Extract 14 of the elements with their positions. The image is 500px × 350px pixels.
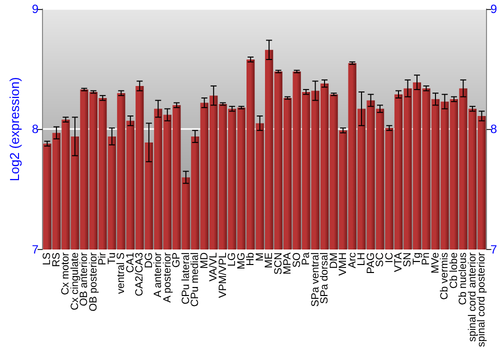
y2-tick-label: 9 — [490, 2, 498, 16]
x-tick-label: Pa — [300, 252, 312, 266]
y-axis-title: Log2 (expression) — [7, 77, 22, 182]
x-tick-label: Cx cingulate — [68, 252, 81, 310]
y-tick-label: 8 — [32, 122, 39, 136]
x-tick-label: VTA — [392, 252, 404, 272]
y-tick-label: 7 — [32, 242, 39, 256]
x-tick-label: LG — [226, 252, 238, 266]
x-tick-label: Cb lobe — [448, 252, 460, 289]
x-tick-label: spinal cord posterior — [476, 252, 488, 347]
y2-tick-label: 7 — [490, 242, 498, 256]
y2-tick-label: 8 — [490, 122, 498, 136]
x-tick-label: GP — [170, 252, 183, 268]
y-tick-label: 9 — [32, 2, 39, 16]
